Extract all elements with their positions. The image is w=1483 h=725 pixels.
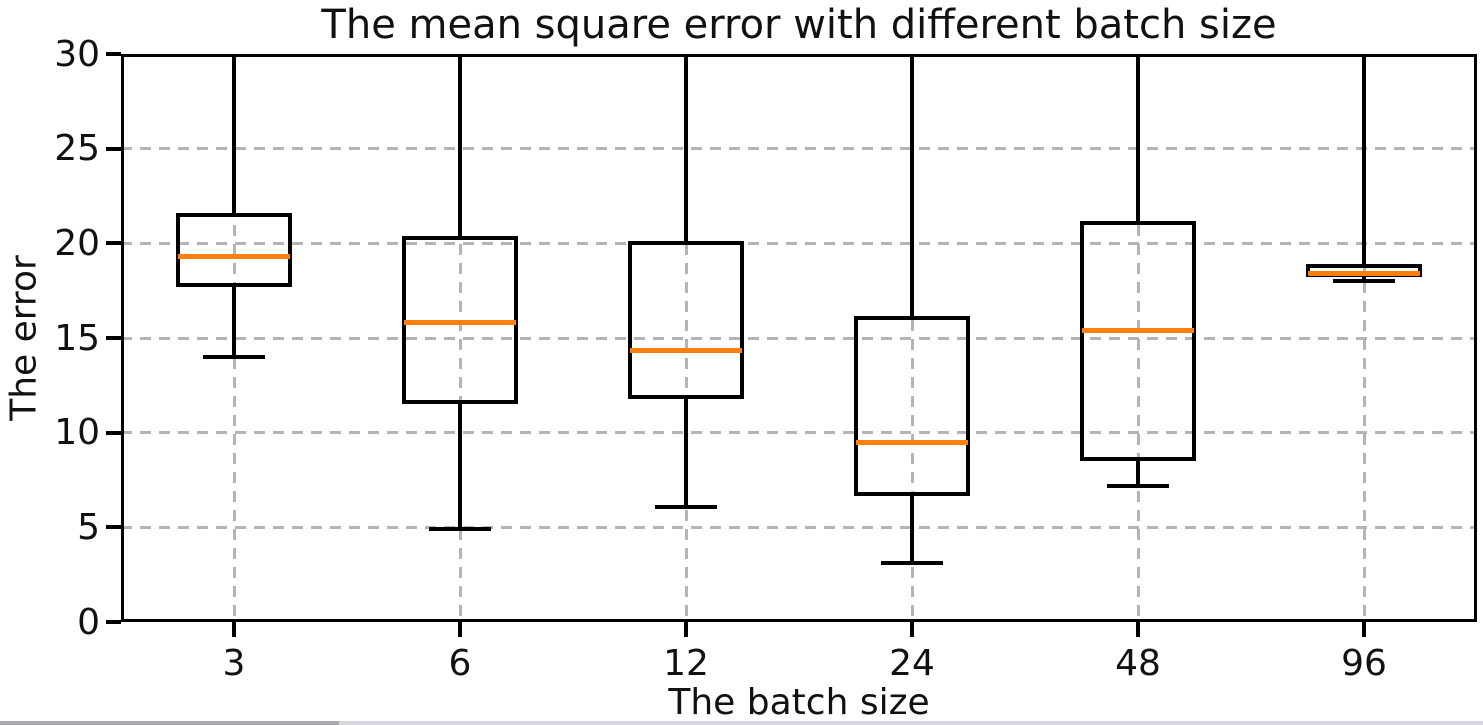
y-tick-label: 30	[54, 33, 100, 75]
median-48	[1082, 327, 1194, 333]
whisker-upper-6	[458, 54, 462, 236]
y-tick-label: 5	[77, 506, 100, 548]
median-24	[856, 439, 968, 445]
x-tick-mark	[232, 622, 236, 637]
gridline-horizontal	[121, 147, 1477, 151]
median-6	[404, 320, 516, 326]
x-tick-mark	[1136, 622, 1140, 637]
whisker-cap-lower-24	[881, 561, 943, 566]
y-tick-label: 25	[54, 128, 100, 170]
whisker-lower-6	[458, 404, 462, 530]
y-tick-mark	[106, 525, 121, 530]
whisker-cap-lower-6	[429, 527, 491, 532]
whisker-cap-lower-3	[203, 354, 265, 359]
whisker-lower-24	[910, 496, 914, 564]
gridline-horizontal	[121, 241, 1477, 245]
box-6	[402, 235, 518, 405]
y-tick-label: 0	[77, 601, 100, 643]
gridline-horizontal	[121, 431, 1477, 435]
x-tick-mark	[1362, 622, 1366, 637]
median-3	[178, 254, 290, 260]
x-axis-label: The batch size	[668, 682, 930, 723]
chart-title: The mean square error with different bat…	[321, 2, 1277, 48]
gridline-horizontal	[121, 336, 1477, 340]
whisker-upper-48	[1136, 54, 1140, 221]
box-12	[628, 241, 744, 399]
whisker-cap-lower-48	[1107, 483, 1169, 488]
gridline-vertical	[1362, 54, 1366, 622]
median-12	[630, 347, 742, 353]
x-tick-label: 12	[663, 642, 709, 684]
y-tick-label: 10	[54, 412, 100, 454]
whisker-lower-3	[232, 286, 236, 357]
y-tick-mark	[106, 146, 121, 151]
whisker-lower-12	[684, 398, 688, 507]
x-tick-mark	[910, 622, 914, 637]
x-tick-label: 96	[1341, 642, 1387, 684]
box-3	[176, 213, 292, 287]
y-tick-mark	[106, 620, 121, 624]
whisker-cap-lower-96	[1333, 279, 1395, 284]
y-tick-mark	[106, 336, 121, 340]
whisker-upper-3	[232, 54, 236, 214]
y-tick-mark	[106, 241, 121, 246]
x-tick-label: 3	[222, 642, 246, 684]
whisker-upper-12	[684, 54, 688, 242]
y-tick-label: 15	[54, 317, 100, 359]
whisker-upper-96	[1362, 54, 1366, 265]
gridline-vertical	[910, 54, 914, 622]
window-edge-strip-right	[339, 721, 1483, 725]
gridline-horizontal	[121, 525, 1477, 529]
gridline-vertical	[1136, 54, 1140, 622]
whisker-cap-lower-12	[655, 504, 717, 509]
box-48	[1080, 220, 1196, 462]
whisker-lower-48	[1136, 461, 1140, 486]
y-tick-mark	[106, 430, 121, 435]
y-tick-mark	[106, 52, 121, 56]
median-96	[1308, 271, 1420, 277]
x-tick-label: 48	[1115, 642, 1161, 684]
y-tick-label: 20	[54, 222, 100, 264]
plot-area	[121, 54, 1477, 622]
x-tick-mark	[458, 622, 462, 637]
x-tick-label: 6	[448, 642, 472, 684]
gridline-vertical	[458, 54, 462, 622]
whisker-upper-24	[910, 54, 914, 317]
window-edge-strip-left	[0, 721, 339, 725]
x-tick-mark	[684, 622, 688, 637]
x-tick-label: 24	[889, 642, 935, 684]
gridline-vertical	[684, 54, 688, 622]
box-24	[854, 316, 970, 497]
